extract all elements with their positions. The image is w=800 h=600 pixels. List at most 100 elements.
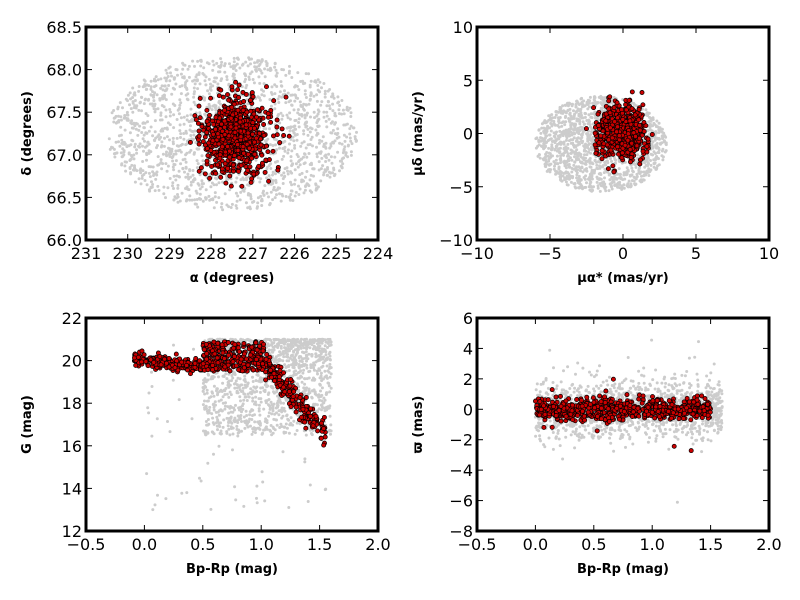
field-star-point	[349, 150, 353, 154]
field-star-point	[284, 195, 288, 198]
field-star-point	[583, 115, 587, 119]
field-star-point	[577, 176, 581, 180]
member-star-point	[610, 163, 616, 169]
field-star-point	[571, 150, 575, 154]
member-star-point	[256, 163, 262, 169]
field-star-point	[303, 116, 307, 120]
field-star-point	[138, 142, 142, 146]
field-star-point	[322, 115, 326, 119]
field-star-point	[316, 125, 320, 129]
field-star-point	[321, 164, 325, 168]
field-star-point	[112, 147, 116, 151]
field-star-point	[193, 103, 197, 107]
field-star-point	[548, 155, 552, 159]
member-star-point	[209, 163, 215, 169]
field-star-point	[153, 110, 157, 114]
field-star-point	[273, 412, 277, 416]
member-star-point	[606, 98, 612, 104]
field-star-point	[161, 152, 165, 156]
field-star-point	[590, 127, 594, 131]
field-star-point	[137, 89, 141, 93]
y-tick-label: 0	[463, 125, 473, 144]
field-star-point	[315, 145, 318, 149]
field-star-point	[540, 145, 544, 148]
field-star-point	[236, 194, 240, 198]
field-star-point	[654, 158, 658, 161]
member-star-point	[286, 133, 292, 139]
member-star-point	[240, 89, 246, 95]
member-star-point	[216, 93, 222, 99]
field-star-point	[297, 117, 301, 121]
member-star-point	[601, 141, 607, 147]
field-star-point	[561, 120, 565, 124]
field-star-point	[661, 137, 664, 141]
field-star-point	[162, 144, 166, 148]
field-star-point	[342, 149, 346, 153]
field-star-point	[328, 175, 332, 179]
field-star-point	[290, 163, 294, 167]
field-star-point	[206, 418, 210, 421]
field-star-point	[280, 68, 284, 71]
field-star-point	[132, 93, 136, 97]
field-star-point	[576, 179, 580, 183]
field-star-point	[230, 202, 234, 206]
field-star-point	[323, 145, 327, 149]
field-star-point	[132, 157, 136, 161]
member-star-point	[195, 120, 201, 126]
field-star-point	[183, 170, 186, 174]
field-star-point	[272, 188, 275, 192]
field-star-point	[257, 59, 261, 63]
field-star-point	[176, 200, 180, 204]
member-star-point	[222, 161, 228, 167]
field-star-point	[188, 194, 192, 198]
field-star-point	[152, 95, 155, 99]
field-star-point	[208, 104, 212, 108]
member-star-point	[196, 133, 202, 139]
field-star-point	[164, 162, 168, 166]
field-star-point	[193, 90, 196, 94]
field-star-point	[217, 196, 221, 200]
field-star-point	[310, 190, 314, 194]
field-star-point	[199, 479, 203, 483]
field-star-point	[124, 97, 128, 101]
field-star-point	[586, 107, 590, 111]
member-star-point	[592, 142, 598, 148]
field-star-point	[174, 178, 178, 182]
member-star-point	[595, 111, 601, 117]
field-star-point	[581, 130, 585, 134]
field-star-point	[295, 138, 299, 142]
field-star-point	[290, 149, 294, 153]
member-star-point	[637, 122, 643, 128]
field-star-point	[234, 191, 238, 195]
field-star-point	[553, 116, 557, 119]
field-star-point	[585, 153, 589, 157]
field-star-point	[293, 93, 297, 97]
field-star-point	[308, 346, 312, 350]
field-star-point	[549, 117, 553, 121]
field-star-point	[245, 176, 248, 180]
field-star-point	[149, 185, 153, 189]
field-star-point	[547, 163, 551, 167]
field-star-point	[308, 163, 312, 166]
field-star-point	[260, 204, 264, 207]
field-star-point	[574, 169, 578, 173]
field-star-point	[169, 71, 172, 75]
x-tick-label: −5	[538, 244, 562, 263]
field-star-point	[258, 390, 262, 394]
field-star-point	[655, 144, 659, 148]
member-star-point	[245, 167, 251, 173]
field-star-point	[163, 84, 167, 88]
field-star-point	[254, 158, 258, 162]
field-star-point	[191, 173, 195, 177]
field-star-point	[210, 430, 214, 434]
field-star-point	[164, 88, 168, 92]
field-star-point	[260, 93, 264, 97]
field-star-point	[341, 108, 345, 112]
field-star-point	[192, 133, 196, 137]
field-star-point	[298, 163, 302, 167]
field-star-point	[225, 392, 229, 396]
field-star-point	[123, 164, 127, 168]
field-star-point	[227, 205, 231, 209]
member-star-point	[599, 148, 605, 154]
field-star-point	[303, 89, 307, 93]
